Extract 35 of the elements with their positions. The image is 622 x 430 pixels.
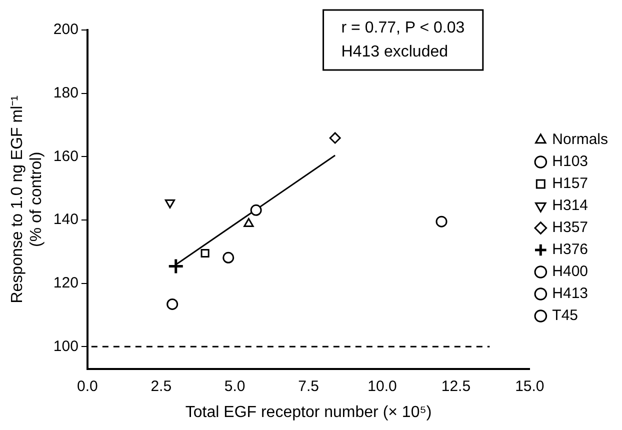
point xyxy=(250,204,262,216)
y-tick-label: 160 xyxy=(53,148,78,165)
annotation: r = 0.77, P < 0.03 xyxy=(341,19,465,36)
y-tick-label: 140 xyxy=(53,211,78,228)
x-tick-label: 2.5 xyxy=(150,378,172,395)
y-tick-label: 100 xyxy=(53,338,78,355)
legend-label: H357 xyxy=(552,219,588,236)
x-tick-label: 12.5 xyxy=(441,378,471,395)
legend-label: H157 xyxy=(552,175,588,192)
point xyxy=(166,298,178,310)
legend-label: Normals xyxy=(552,131,608,148)
annotation: H413 excluded xyxy=(341,43,448,60)
x-tick-label: 15.0 xyxy=(515,378,544,395)
point xyxy=(244,218,254,228)
legend-label: H376 xyxy=(552,241,588,258)
point xyxy=(164,199,176,208)
x-axis-title: Total EGF receptor number (× 10⁵) xyxy=(185,404,432,421)
legend-label: H400 xyxy=(552,263,588,280)
point xyxy=(168,258,184,274)
legend-label: T45 xyxy=(552,307,578,324)
legend-label: H103 xyxy=(552,153,588,170)
point xyxy=(436,216,448,228)
y-axis-title: Response to 1.0 ng EGF ml⁻¹ (% of control) xyxy=(9,96,46,304)
x-tick-label: 0.0 xyxy=(76,378,98,395)
legend-label: H413 xyxy=(552,285,588,302)
y-tick-label: 200 xyxy=(53,21,78,38)
y-tick-label: 120 xyxy=(53,274,78,292)
point xyxy=(200,248,210,258)
point xyxy=(222,252,234,264)
point xyxy=(329,132,341,144)
y-tick-label: 180 xyxy=(53,84,78,102)
x-tick-label: 5.0 xyxy=(224,378,246,395)
x-tick-label: 10.0 xyxy=(368,378,397,395)
legend-label: H314 xyxy=(552,197,588,214)
x-tick-label: 7.5 xyxy=(298,378,319,395)
